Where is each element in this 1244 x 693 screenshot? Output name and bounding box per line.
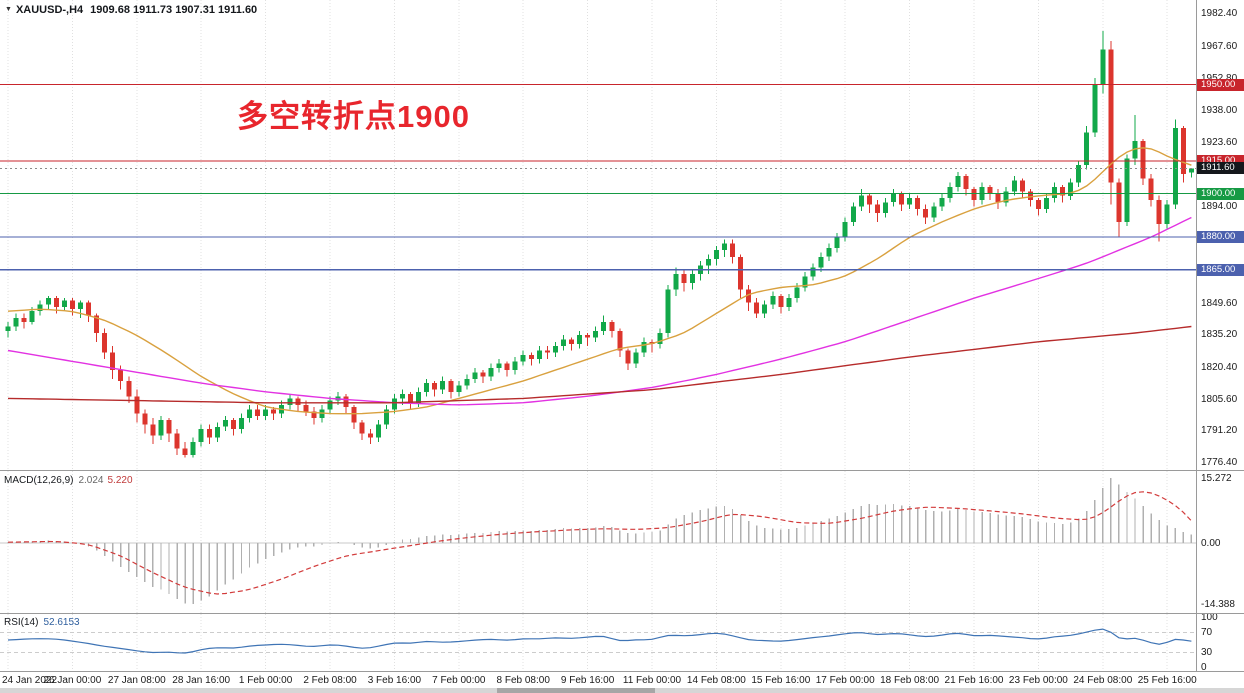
macd-tick-label: -14.388 bbox=[1201, 598, 1235, 610]
price-tick-label: 1923.60 bbox=[1201, 136, 1238, 148]
time-label: 7 Feb 00:00 bbox=[432, 675, 486, 686]
time-label: 14 Feb 08:00 bbox=[686, 675, 746, 686]
macd-main-value: 2.024 bbox=[78, 475, 104, 486]
rsi-tick-label: 100 bbox=[1201, 612, 1218, 624]
price-tick-label: 1835.20 bbox=[1201, 329, 1238, 341]
time-label: 25 Feb 16:00 bbox=[1137, 675, 1197, 686]
macd-tick-label: 0.00 bbox=[1201, 537, 1221, 549]
panel-separator bbox=[0, 671, 1244, 672]
rsi-tick-label: 70 bbox=[1201, 627, 1213, 639]
price-level-badge: 1911.60 bbox=[1197, 162, 1244, 175]
price-tick-label: 1967.60 bbox=[1201, 40, 1238, 52]
rsi-indicator-label: RSI(14) 52.6153 bbox=[4, 617, 80, 628]
time-label: 15 Feb 16:00 bbox=[751, 675, 811, 686]
time-label: 3 Feb 16:00 bbox=[367, 675, 422, 686]
time-label: 28 Jan 16:00 bbox=[172, 675, 231, 686]
price-level-badge: 1900.00 bbox=[1197, 187, 1244, 200]
price-axis-border bbox=[1196, 0, 1197, 671]
price-level-badge: 1950.00 bbox=[1197, 78, 1244, 91]
macd-panel[interactable] bbox=[0, 471, 1196, 613]
time-label: 8 Feb 08:00 bbox=[496, 675, 550, 686]
symbol-timeframe-label: XAUUSD-,H4 bbox=[15, 4, 84, 16]
price-tick-label: 1776.40 bbox=[1201, 457, 1238, 469]
price-tick-label: 1938.00 bbox=[1201, 105, 1238, 117]
macd-indicator-label: MACD(12,26,9) 2.024 5.220 bbox=[4, 475, 133, 486]
price-level-badge: 1865.00 bbox=[1197, 263, 1244, 276]
panel-separator[interactable] bbox=[0, 613, 1244, 614]
chart-annotation[interactable]: 多空转折点1900 bbox=[237, 99, 470, 134]
rsi-name: RSI(14) bbox=[4, 617, 39, 628]
h-scrollbar-thumb[interactable] bbox=[497, 688, 655, 693]
time-label: 21 Feb 16:00 bbox=[944, 675, 1004, 686]
time-label: 9 Feb 16:00 bbox=[560, 675, 615, 686]
time-label: 24 Feb 08:00 bbox=[1073, 675, 1133, 686]
rsi-tick-label: 30 bbox=[1201, 646, 1213, 658]
price-axis[interactable]: 1982.40 1967.60 1952.80 1938.00 1923.60 1894.… bbox=[1197, 0, 1244, 688]
price-tick-label: 1952.80 bbox=[1201, 73, 1237, 84]
price-tick-label: 1791.20 bbox=[1201, 425, 1238, 437]
price-tick-label: 1820.40 bbox=[1201, 361, 1238, 373]
time-label: 2 Feb 08:00 bbox=[303, 675, 357, 686]
time-axis[interactable]: 24 Jan 2022 26 Jan 00:00 27 Jan 08:00 28 Ja… bbox=[0, 671, 1197, 688]
price-tick-label: 1805.60 bbox=[1201, 393, 1238, 405]
price-tick-label: 1894.00 bbox=[1201, 201, 1238, 213]
dropdown-triangle-icon[interactable]: ▼ bbox=[5, 6, 12, 13]
price-chart-canvas[interactable] bbox=[0, 0, 1196, 470]
ohlc-values: 1909.68 1911.73 1907.31 1911.60 bbox=[90, 4, 258, 16]
time-label: 11 Feb 00:00 bbox=[622, 675, 682, 686]
rsi-value: 52.6153 bbox=[43, 617, 80, 628]
rsi-panel[interactable] bbox=[0, 614, 1196, 671]
price-level-badge: 1880.00 bbox=[1197, 231, 1244, 244]
time-label: 1 Feb 00:00 bbox=[238, 675, 293, 686]
price-tick-label: 1849.60 bbox=[1201, 297, 1238, 309]
time-label: 18 Feb 08:00 bbox=[880, 675, 940, 686]
macd-tick-label: 15.272 bbox=[1201, 472, 1232, 484]
time-label: 24 Jan 2022 bbox=[2, 675, 58, 686]
time-label: 26 Jan 00:00 bbox=[43, 675, 102, 686]
macd-name: MACD(12,26,9) bbox=[4, 475, 74, 486]
time-label: 17 Feb 00:00 bbox=[815, 675, 875, 686]
h-scrollbar[interactable] bbox=[0, 688, 1244, 693]
rsi-tick-label: 0 bbox=[1201, 661, 1207, 673]
time-label: 23 Feb 00:00 bbox=[1008, 675, 1068, 686]
macd-signal-value: 5.220 bbox=[107, 475, 133, 486]
price-tick-label: 1982.40 bbox=[1201, 8, 1238, 20]
time-label: 27 Jan 08:00 bbox=[107, 675, 166, 686]
symbol-ohlc-bar: ▼ XAUUSD-,H4 1909.68 1911.73 1907.31 1911.… bbox=[5, 4, 257, 16]
panel-separator[interactable] bbox=[0, 470, 1244, 471]
